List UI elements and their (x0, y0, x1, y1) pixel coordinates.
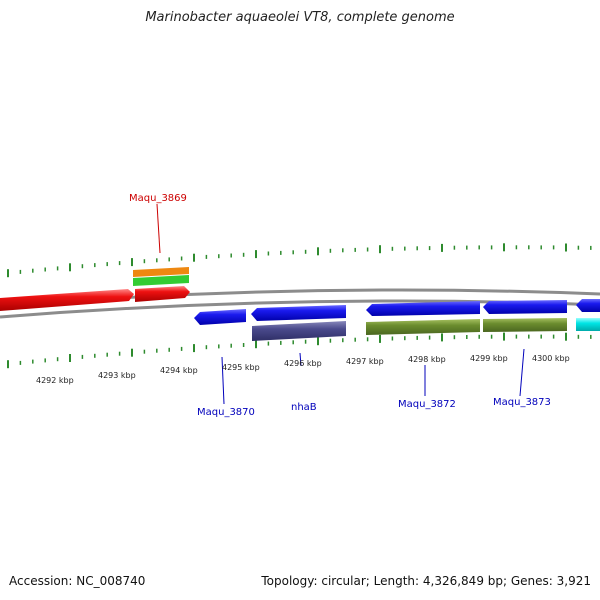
leader-maqu-3869 (156, 203, 161, 254)
gene-reverse-nhab[interactable] (251, 305, 346, 321)
scale-label: 4293 kbp (98, 371, 136, 380)
protein-feature-maqu-3873[interactable] (483, 318, 567, 332)
lower-tick-row (7, 332, 592, 369)
scale-label: 4296 kbp (284, 359, 322, 368)
gene-label-maqu-3872[interactable]: Maqu_3872 (398, 399, 456, 410)
leader-maqu-3870 (221, 356, 225, 405)
scale-label: 4299 kbp (470, 354, 508, 363)
upper-tick-row (7, 243, 592, 278)
accession-label: Accession: NC_008740 (9, 574, 146, 588)
gene-reverse-maqu-3870[interactable] (194, 309, 246, 325)
genome-title: Marinobacter aquaeolei VT8, complete gen… (145, 10, 455, 25)
protein-feature-cyan[interactable] (576, 318, 600, 331)
gene-reverse-maqu-3872[interactable] (366, 301, 480, 316)
gene-label-maqu-3869[interactable]: Maqu_3869 (129, 193, 187, 204)
gene-label-maqu-3873[interactable]: Maqu_3873 (493, 397, 551, 408)
genome-summary: Topology: circular; Length: 4,326,849 bp… (261, 574, 591, 588)
gene-label-maqu-3870[interactable]: Maqu_3870 (197, 407, 255, 418)
gene-reverse-maqu-3873[interactable] (483, 300, 567, 314)
scale-label: 4298 kbp (408, 355, 446, 364)
rna-feature-green[interactable] (133, 275, 189, 286)
scale-label: 4300 kbp (532, 354, 570, 363)
gene-forward-red-maqu-3869[interactable] (135, 286, 190, 302)
scale-label: 4297 kbp (346, 357, 384, 366)
leader-maqu-3873 (519, 348, 525, 397)
leader-nhab (299, 352, 302, 367)
gene-forward-red-1[interactable] (0, 289, 134, 311)
scale-label: 4292 kbp (36, 376, 74, 385)
rna-feature-orange[interactable] (133, 267, 189, 277)
gene-reverse-partial[interactable] (576, 299, 600, 312)
scale-label: 4294 kbp (160, 366, 198, 375)
scale-label: 4295 kbp (222, 363, 260, 372)
gene-label-nhab[interactable]: nhaB (291, 402, 317, 413)
protein-feature-maqu-3872[interactable] (366, 319, 480, 335)
protein-feature-nhab[interactable] (252, 321, 346, 341)
